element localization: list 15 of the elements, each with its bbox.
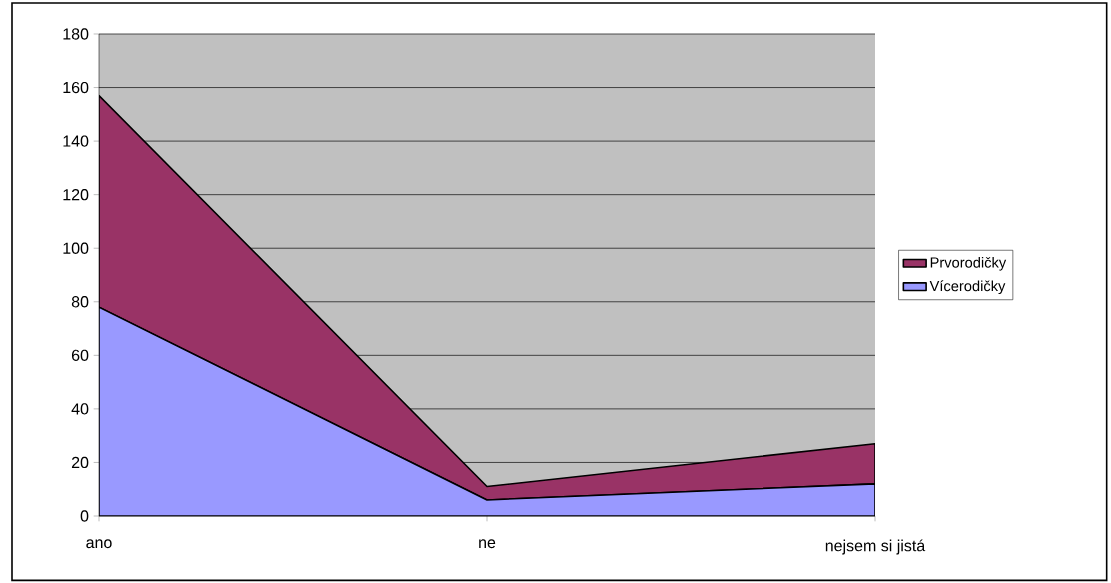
y-tick-label: 140 — [63, 135, 89, 147]
x-tick-label: ano — [86, 539, 112, 549]
y-tick-label: 40 — [71, 403, 89, 415]
y-tick-label: 160 — [63, 81, 89, 94]
y-tick-label: 120 — [63, 189, 89, 201]
y-tick-label: 0 — [80, 510, 89, 522]
y-tick-label: 180 — [63, 28, 89, 40]
x-tick-label: nejsem si jistá — [825, 539, 926, 555]
legend-label: Vícerodičky — [929, 280, 1006, 295]
y-tick-label: 80 — [71, 296, 89, 308]
x-tick-label: ne — [479, 539, 496, 549]
y-tick-label: 60 — [71, 349, 89, 361]
y-tick-label: 20 — [71, 456, 89, 469]
legend-label: Prvorodičky — [930, 256, 1007, 271]
y-tick-label: 100 — [63, 242, 89, 254]
